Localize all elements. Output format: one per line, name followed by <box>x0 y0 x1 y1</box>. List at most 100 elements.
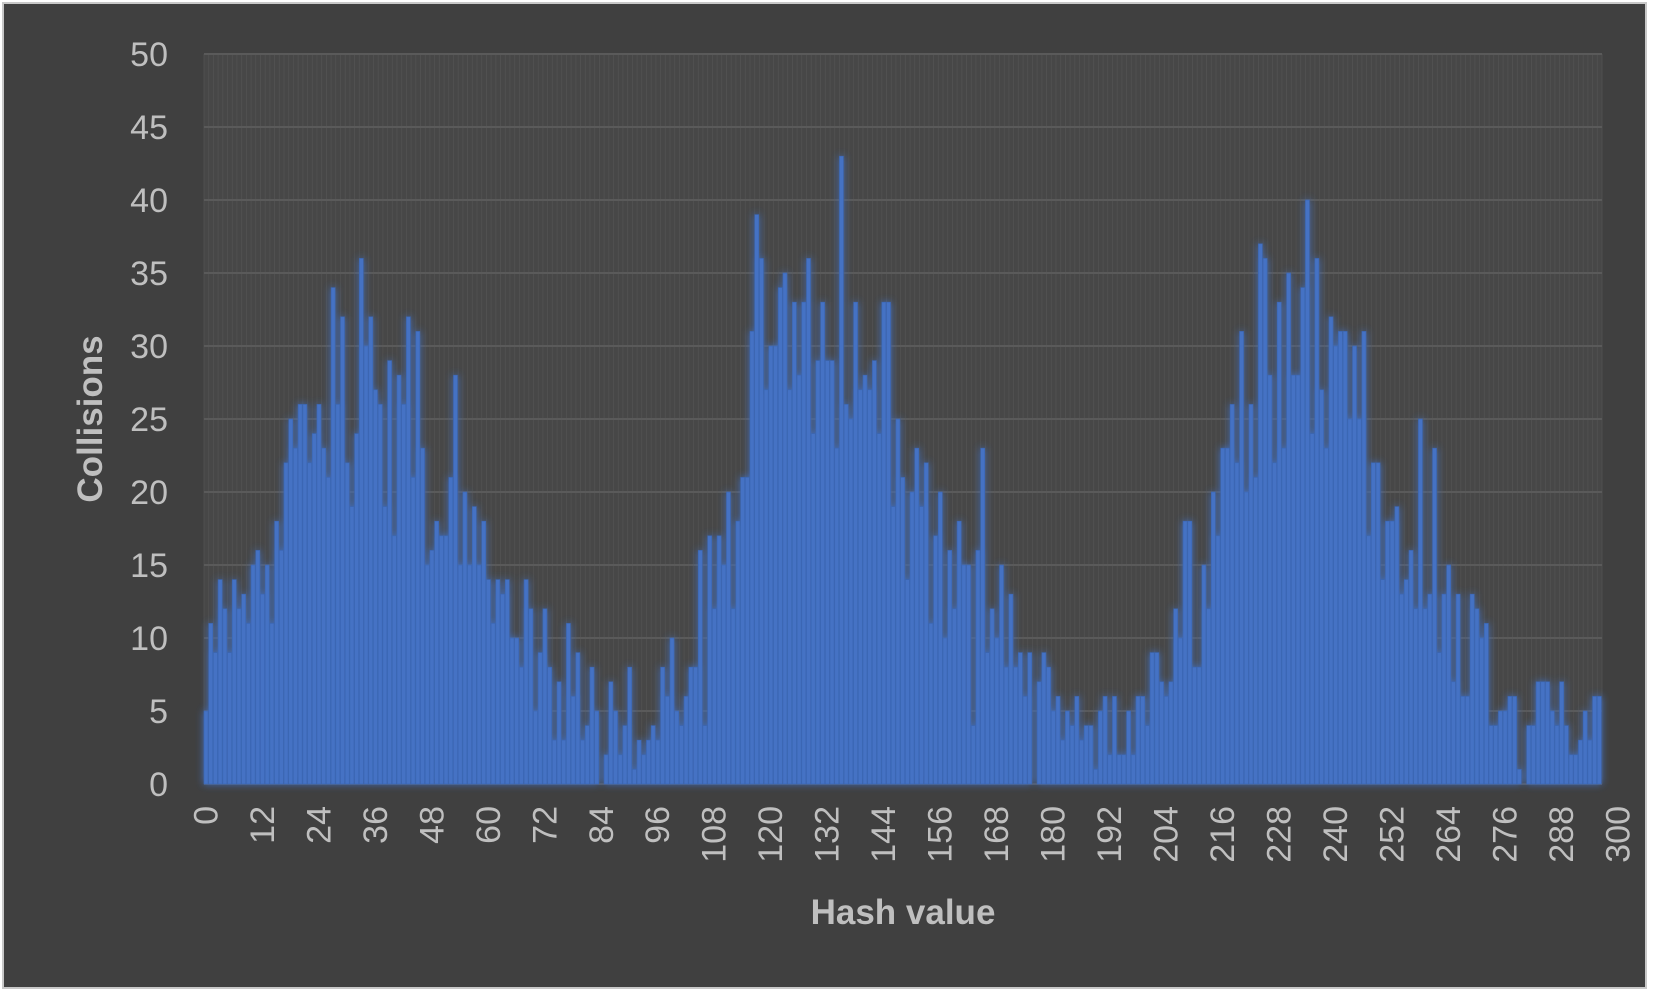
bar <box>825 360 830 785</box>
bar <box>1262 258 1268 785</box>
x-tick-label: 144 <box>865 806 903 863</box>
bar <box>552 739 557 785</box>
bar <box>1149 652 1155 785</box>
bar <box>862 374 868 785</box>
bar <box>712 608 717 785</box>
x-axis-title: Hash value <box>811 893 996 932</box>
bar <box>1018 652 1023 785</box>
bar <box>909 491 915 785</box>
bar <box>745 477 750 785</box>
bar <box>702 725 708 785</box>
bar <box>1243 491 1249 785</box>
x-tick-label: 0 <box>187 806 225 825</box>
bar <box>467 564 472 785</box>
bar <box>956 520 962 785</box>
bar <box>556 681 562 785</box>
bar <box>1027 652 1033 785</box>
bar <box>1130 754 1136 785</box>
bar <box>528 608 534 785</box>
x-tick-label: 12 <box>244 806 282 844</box>
bar <box>1211 491 1216 785</box>
bar <box>439 535 444 785</box>
bar <box>561 739 567 785</box>
bar <box>1380 579 1386 785</box>
bar <box>636 739 642 785</box>
x-tick-label: 276 <box>1487 806 1525 863</box>
bar <box>1267 374 1273 785</box>
bar <box>730 608 736 785</box>
bar <box>683 696 689 785</box>
bar <box>584 725 590 785</box>
bar <box>1135 696 1141 785</box>
bar <box>1314 258 1320 785</box>
bar <box>1460 696 1466 785</box>
bar <box>1493 725 1499 785</box>
bar <box>401 404 407 785</box>
bar <box>1413 608 1419 785</box>
bar <box>777 287 783 785</box>
x-tick-label: 204 <box>1148 806 1186 863</box>
y-tick-label: 35 <box>130 255 168 293</box>
bar <box>1545 681 1550 785</box>
bar <box>872 360 877 785</box>
bar <box>471 506 477 785</box>
bar <box>1083 725 1089 785</box>
bar <box>490 623 496 785</box>
bar <box>1003 666 1009 785</box>
bar <box>646 739 651 785</box>
bar <box>359 258 364 785</box>
bar <box>457 564 463 785</box>
y-tick-label: 0 <box>149 766 168 804</box>
bar <box>933 535 938 785</box>
y-tick-label: 45 <box>130 109 168 147</box>
bar <box>391 535 397 785</box>
bar <box>895 418 901 785</box>
bar <box>970 725 976 785</box>
bar <box>980 447 985 785</box>
bar <box>1079 739 1084 785</box>
bar <box>340 316 345 785</box>
bar <box>274 520 279 785</box>
y-axis-title: Collisions <box>71 335 110 502</box>
bar <box>293 447 298 785</box>
bar <box>641 754 647 785</box>
bar <box>843 404 849 785</box>
bar <box>1088 725 1094 785</box>
bar <box>1596 696 1602 785</box>
bar <box>655 739 661 785</box>
bar <box>881 301 887 785</box>
bar <box>622 725 628 785</box>
bar <box>1573 754 1579 785</box>
bar <box>1239 331 1244 785</box>
bar <box>829 360 835 785</box>
bar <box>1375 462 1381 785</box>
y-tick-label: 30 <box>130 328 168 366</box>
bar <box>1276 301 1282 785</box>
bar <box>589 666 595 785</box>
bar <box>222 608 228 785</box>
bar <box>796 374 802 785</box>
bar <box>321 447 326 785</box>
bar <box>396 374 402 785</box>
bar <box>1512 696 1517 785</box>
bar <box>241 593 246 785</box>
bar <box>820 301 825 785</box>
bar <box>1008 593 1014 785</box>
bar <box>594 710 600 785</box>
bar <box>608 681 614 785</box>
bar <box>415 331 421 785</box>
bar <box>905 579 910 785</box>
x-tick-label: 84 <box>583 806 621 844</box>
bar <box>382 506 388 785</box>
bar <box>1323 447 1329 785</box>
bar <box>462 491 468 785</box>
bar <box>580 739 585 785</box>
bar <box>246 623 251 785</box>
bar <box>749 331 755 785</box>
bar <box>1436 652 1442 785</box>
bar <box>1474 608 1480 785</box>
bar <box>481 520 487 785</box>
bar <box>269 623 275 785</box>
bar <box>787 389 792 785</box>
x-tick-label: 180 <box>1035 806 1073 863</box>
